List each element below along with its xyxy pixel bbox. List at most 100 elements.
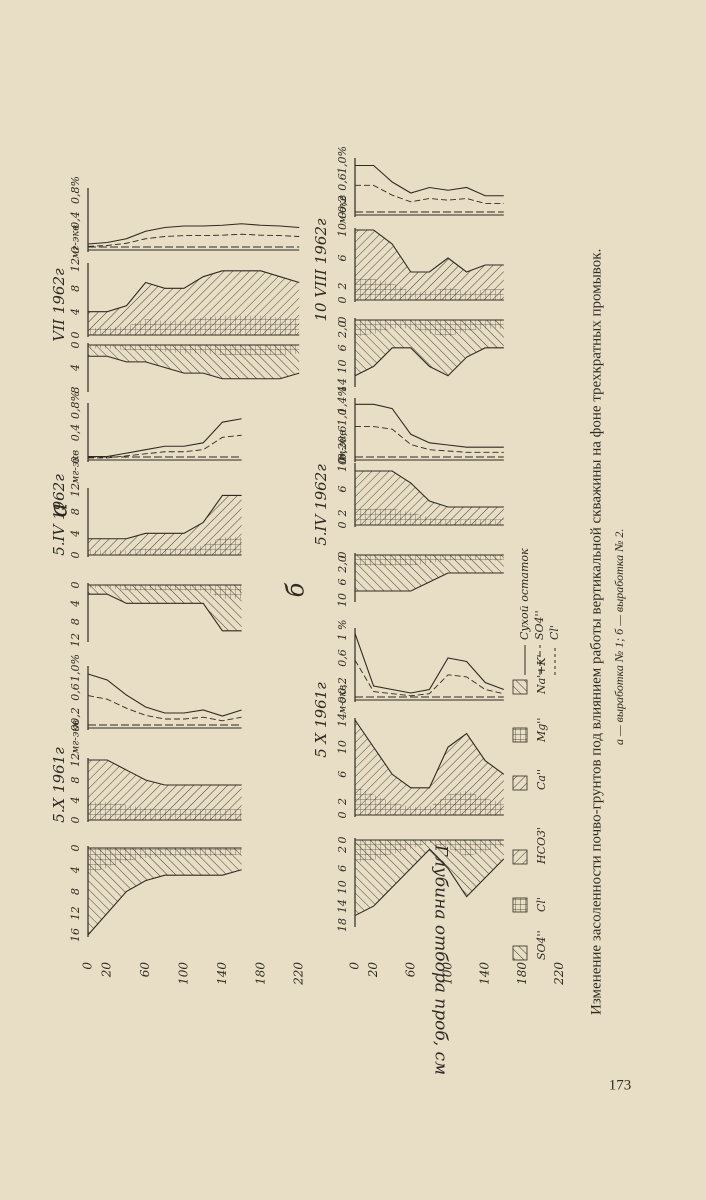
legend-label: SO4'': [535, 930, 548, 960]
tick-label: 4: [69, 797, 82, 805]
page-number: 173: [609, 1077, 632, 1093]
tick-label: 1,0: [336, 408, 349, 426]
cross-band: [355, 279, 504, 300]
hatched-area: [355, 840, 504, 916]
outline-curve: [88, 593, 242, 632]
legend-swatch: [512, 849, 528, 865]
depth-tick-label: 100: [441, 962, 455, 985]
tick-label: 0,6: [69, 683, 82, 701]
tick-label: 1,4%: [336, 386, 349, 414]
depth-tick-label: 0: [348, 962, 362, 970]
tick-label: 1,0%: [69, 654, 82, 682]
depth-tick-label: 0: [81, 962, 95, 970]
unit-label: м-экв: [338, 430, 349, 459]
tick-label: 12: [69, 483, 82, 497]
unit-label: мг-экв: [71, 720, 82, 754]
tick-label: 0: [69, 817, 82, 824]
legend-swatch: [512, 679, 528, 695]
tick-label: 6: [336, 579, 349, 586]
caption: Изменение засоленности почво-грунтов под…: [588, 249, 604, 1015]
dry-residue-curve: [355, 164, 504, 197]
outline-curve: [88, 270, 300, 313]
tick-label: 0,4: [69, 424, 82, 442]
panel-title: VII 1962г: [50, 268, 68, 342]
tick-label: 4: [69, 530, 82, 538]
tick-label: 2: [336, 510, 349, 518]
depth-tick-label: 140: [215, 962, 229, 985]
dashed-curve: [87, 695, 242, 722]
tick-label: 0,8%: [69, 391, 82, 419]
tick-label: 2: [336, 798, 349, 806]
tick-label: 0: [69, 457, 82, 464]
depth-tick-label: 20: [366, 962, 380, 979]
tick-label: 10: [336, 593, 349, 607]
legend-swatch: [512, 775, 528, 791]
tick-label: 10: [336, 740, 349, 754]
dry-residue-curve: [355, 403, 504, 448]
hatched-area: [88, 848, 242, 935]
tick-label: 0,2: [69, 707, 82, 725]
tick-label: 0: [336, 317, 349, 324]
tick-label: 10: [336, 880, 349, 894]
tick-label: 4: [69, 364, 82, 372]
dry-residue-curve: [354, 633, 504, 694]
axis-label: Глубина отбора проб, см: [431, 844, 451, 1075]
tick-label: 4: [69, 308, 82, 316]
tick-label: 14: [336, 899, 349, 913]
outline-curve: [355, 572, 504, 592]
panel-title: 10 VIII 1962г: [312, 218, 330, 321]
panel-title: 5 X 1961г: [312, 682, 330, 758]
tick-label: 2: [336, 846, 349, 854]
depth-tick-label: 60: [138, 962, 152, 978]
group-letter: а: [45, 503, 73, 517]
tick-label: 2: [336, 283, 349, 291]
dashed-curve: [87, 233, 300, 247]
outline-curve: [355, 470, 504, 508]
rotated-figure: Изменение засоленности почво-грунтов под…: [45, 146, 626, 1075]
tick-label: 0: [69, 342, 82, 349]
depth-tick-label: 220: [552, 962, 566, 986]
tick-label: 0: [336, 697, 349, 704]
legend-label: HCO3': [535, 827, 548, 865]
tick-label: 0: [69, 247, 82, 254]
tick-label: 0: [69, 552, 82, 559]
tick-label: 8: [69, 618, 82, 625]
cross-band: [355, 555, 504, 566]
tick-label: 14: [336, 378, 349, 392]
tick-label: 1 %: [336, 620, 349, 641]
tick-label: 0: [69, 332, 82, 339]
outline-curve: [354, 848, 505, 917]
tick-label: 8: [69, 508, 82, 515]
tick-label: 6: [336, 344, 349, 351]
tick-label: 8: [69, 285, 82, 292]
legend-swatch: [512, 945, 528, 961]
tick-label: 0,2: [336, 677, 349, 695]
tick-label: 16: [69, 928, 82, 942]
tick-label: 4: [69, 866, 82, 874]
unit-label: мг-экв: [71, 450, 82, 484]
tick-label: 18: [336, 918, 349, 932]
tick-label: 10: [336, 223, 349, 237]
outline-curve: [355, 229, 504, 273]
tick-label: 12: [69, 906, 82, 920]
tick-label: 0: [336, 837, 349, 844]
tick-label: 0,6: [336, 649, 349, 667]
cross-band: [88, 848, 242, 875]
legend-swatch: [512, 897, 528, 913]
legend-label: Mg'': [535, 718, 548, 743]
tick-label: 0: [336, 457, 349, 464]
tick-label: 0: [336, 297, 349, 304]
legend-label: Сухой остаток: [518, 548, 531, 640]
tick-label: 0: [69, 582, 82, 589]
hatched-area: [355, 230, 504, 300]
cross-band: [355, 786, 504, 815]
cross-band: [88, 802, 242, 820]
cross-band: [88, 315, 300, 335]
outline-curve: [88, 759, 242, 786]
tick-label: 10: [336, 359, 349, 373]
tick-label: 14: [336, 713, 349, 727]
dashed-curve: [355, 184, 504, 204]
legend-label: Cl': [548, 625, 561, 640]
legend-label: Ca'': [535, 769, 548, 790]
